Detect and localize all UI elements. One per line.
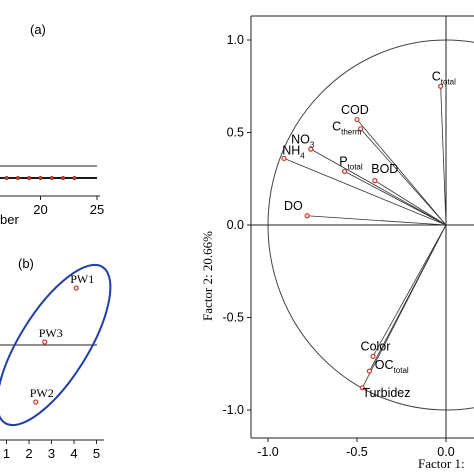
panel-b-xtick-label-0: 1 [3,446,10,461]
main-xtick-label-2: 0.0 [437,445,454,459]
loading-label-0: Ctotal [432,70,456,87]
loading-vector-6 [374,180,447,226]
panel-a-xtick-label-1: 25 [90,202,104,217]
loading-vector-8 [372,224,447,357]
main-ytick-label-2: 0.0 [227,218,244,232]
loading-label-5: Ptotal [339,155,363,172]
loading-vector-5 [344,170,447,226]
loading-vector-2 [360,128,447,226]
main-ytick-label-0: 1.0 [227,33,244,47]
panel-a-series [0,175,97,181]
loading-point-8 [370,353,376,359]
panel-a-point-17 [15,175,20,181]
loading-vector-1 [356,119,447,226]
loading-label-6: BOD [371,162,398,176]
main-ytick-label-3: -0.5 [222,311,244,325]
panel-a-xlabel-fragment: ber [0,212,19,227]
loading-point-2 [357,126,364,132]
loading-vector-4 [283,158,447,226]
panel-a-point-21 [61,175,66,181]
main-xtick-label-1: -0.5 [346,445,368,459]
panel-b-xtick-label-1: 2 [25,446,32,461]
panel-b-xtick-label-3: 4 [70,446,77,461]
panel-b-point-2 [33,399,39,405]
main-ytick-label-1: 0.5 [227,126,244,140]
panel-b-point-0 [73,285,79,291]
loading-vector-10 [361,224,447,388]
panel-b-xtick-label-2: 3 [48,446,55,461]
panel-a-xtick-label-0: 20 [33,202,47,217]
panel-a-label: (a) [30,22,46,37]
panel-b-point-label-2: PW2 [30,386,54,400]
panel-a-point-16 [4,175,9,181]
panel-a: (a) 20 25 ber [0,22,104,227]
loading-point-9 [366,368,373,374]
panel-b-point-label-1: PW3 [39,326,63,340]
loading-label-7: DO [284,199,303,213]
main-ylabel: Factor 2: 20.66% [200,231,215,321]
panel-b-label: (b) [18,256,34,271]
main-ytick-label-4: -1.0 [222,403,244,417]
loading-vector-7 [307,215,447,226]
loading-label-3: NO3 [291,132,315,149]
panel-a-point-18 [27,175,32,181]
loading-label-4: NH4 [282,144,305,161]
loading-label-8: Color [361,340,391,354]
loading-point-0 [438,83,444,89]
panel-a-ticks: 20 25 [33,196,104,217]
loading-point-3 [308,146,314,152]
panel-b-xtick-label-4: 5 [93,446,100,461]
main-xtick-label-0: -1.0 [257,445,279,459]
panel-b-ellipse [0,263,112,427]
panel-a-point-19 [38,175,43,181]
main-xlabel: Factor 1: [418,456,465,471]
loading-point-10 [359,385,365,391]
panel-b: (b) PW1 PW3 PW2 1 2 3 4 5 [0,256,112,461]
panel-a-point-22 [72,175,77,181]
panel-b-plot: PW1 PW3 PW2 1 2 3 4 5 [0,263,112,461]
loading-label-10: Turbidez [362,386,410,400]
loading-point-5 [341,168,348,174]
loading-point-1 [354,116,360,123]
loading-point-7 [304,213,310,219]
loading-vector-3 [310,148,447,226]
loading-label-9: OCtotal [375,358,409,375]
loading-point-6 [372,178,378,184]
loading-vector-0 [440,86,447,226]
panel-b-point-label-0: PW1 [70,272,94,286]
panel-a-point-20 [49,175,54,181]
panel-b-point-1 [42,339,48,345]
loading-point-4 [281,155,287,161]
loading-label-1: COD [341,103,369,117]
